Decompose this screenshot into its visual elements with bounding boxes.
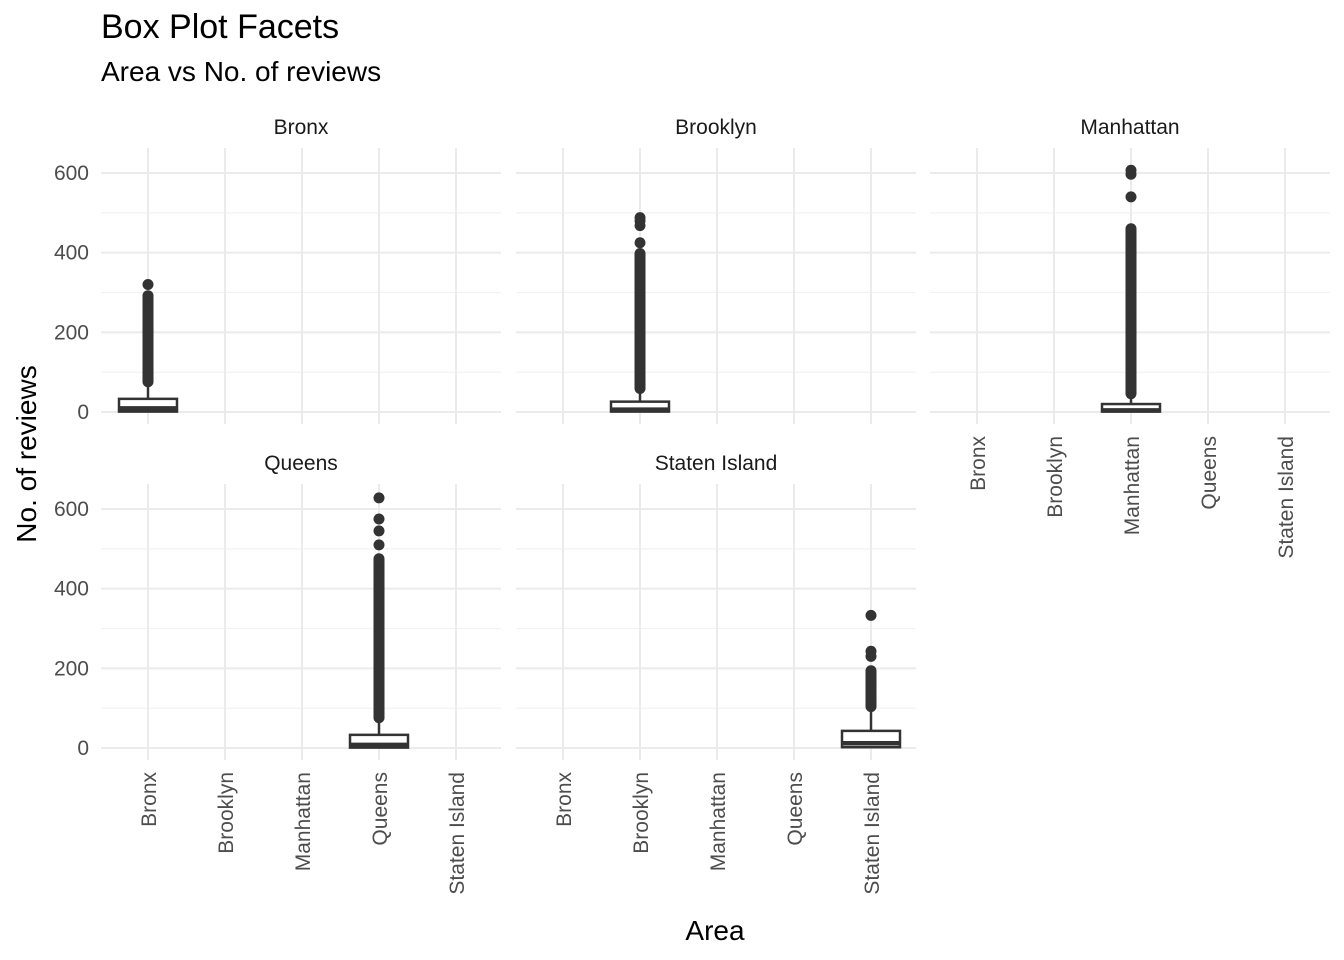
outlier-point — [865, 665, 877, 677]
facet-label-bronx: Bronx — [274, 116, 329, 139]
x-tick-label: Brooklyn — [215, 772, 238, 854]
facet-label-manhattan: Manhattan — [1080, 116, 1179, 139]
outlier-point — [373, 539, 385, 551]
facet-label-brooklyn: Brooklyn — [675, 116, 757, 139]
x-tick-label: Queens — [369, 772, 392, 846]
x-tick-label: Staten Island — [446, 772, 469, 895]
outlier-point — [373, 513, 385, 525]
outlier-point — [142, 279, 154, 291]
outlier-point — [634, 237, 646, 249]
x-tick-label: Bronx — [967, 436, 990, 491]
outlier-point — [865, 609, 877, 621]
y-tick-label: 400 — [54, 242, 89, 265]
x-tick-label: Queens — [784, 772, 807, 846]
x-tick-label: Bronx — [138, 772, 161, 827]
x-tick-label: Queens — [1198, 436, 1221, 510]
outlier-point — [634, 212, 646, 224]
outlier-point — [634, 247, 646, 259]
outlier-point — [1125, 164, 1137, 176]
outlier-point — [865, 645, 877, 657]
x-tick-label: Brooklyn — [630, 772, 653, 854]
chart-subtitle: Area vs No. of reviews — [101, 56, 382, 87]
y-tick-label: 200 — [54, 321, 89, 344]
outlier-point — [373, 492, 385, 504]
chart-title: Box Plot Facets — [101, 8, 340, 46]
outlier-point — [1125, 223, 1137, 235]
outlier-point — [1125, 191, 1137, 203]
x-tick-label: Manhattan — [1121, 436, 1144, 535]
x-tick-label: Staten Island — [861, 772, 884, 895]
facet-label-staten-island: Staten Island — [655, 452, 778, 475]
y-tick-label: 200 — [54, 657, 89, 680]
x-tick-label: Brooklyn — [1044, 436, 1067, 518]
x-tick-label: Manhattan — [707, 772, 730, 871]
x-axis-title: Area — [685, 915, 745, 946]
outlier-point — [373, 525, 385, 537]
x-tick-label: Manhattan — [292, 772, 315, 871]
outlier-point — [142, 290, 154, 302]
y-tick-label: 400 — [54, 578, 89, 601]
y-tick-label: 600 — [54, 498, 89, 521]
y-tick-label: 600 — [54, 162, 89, 185]
facet-label-queens: Queens — [264, 452, 338, 475]
x-tick-label: Staten Island — [1275, 436, 1298, 559]
outlier-point — [373, 553, 385, 565]
y-tick-label: 0 — [77, 401, 89, 424]
y-tick-label: 0 — [77, 737, 89, 760]
y-axis-title: No. of reviews — [11, 365, 42, 542]
x-tick-label: Bronx — [553, 772, 576, 827]
